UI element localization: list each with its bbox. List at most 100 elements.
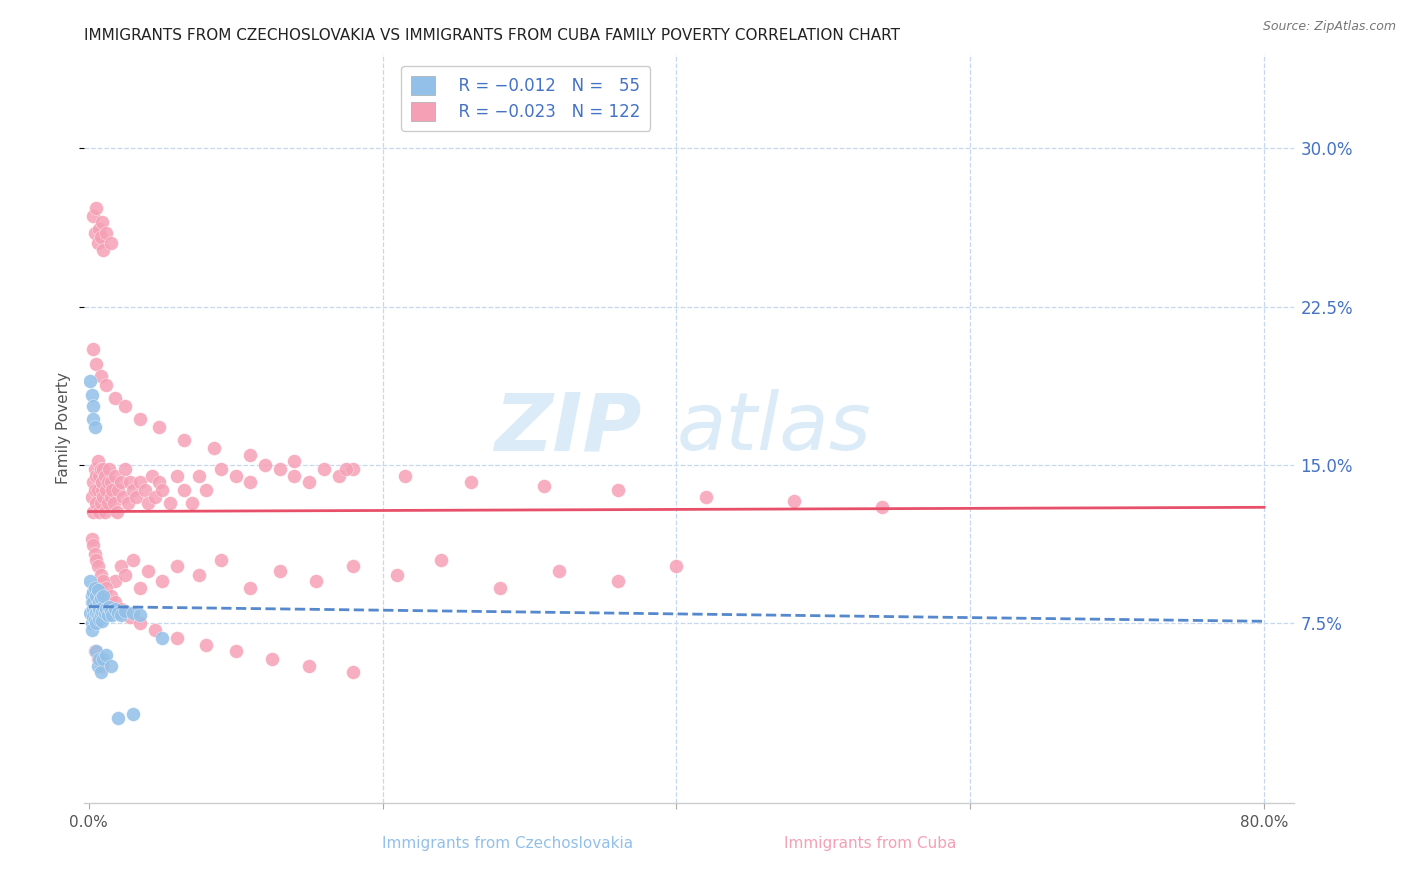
- Point: [84, 201, 107, 215]
- Point: [89, 230, 111, 244]
- Point: [79, 574, 101, 589]
- Point: [96, 226, 118, 240]
- Point: [80, 490, 103, 504]
- Point: [312, 462, 335, 476]
- Point: [89, 496, 111, 510]
- Point: [98, 462, 121, 476]
- Point: [101, 607, 124, 622]
- Point: [121, 707, 143, 722]
- Point: [83, 547, 105, 561]
- Point: [80, 616, 103, 631]
- Point: [82, 411, 104, 425]
- Point: [489, 581, 512, 595]
- Point: [96, 483, 118, 498]
- Text: atlas: atlas: [676, 389, 870, 467]
- Point: [87, 468, 110, 483]
- Point: [136, 564, 159, 578]
- Point: [148, 420, 170, 434]
- Text: Source: ZipAtlas.com: Source: ZipAtlas.com: [1263, 20, 1396, 33]
- Point: [328, 468, 350, 483]
- Point: [180, 496, 202, 510]
- Point: [430, 553, 453, 567]
- Point: [173, 483, 195, 498]
- Point: [225, 644, 247, 658]
- Point: [134, 483, 156, 498]
- Point: [93, 243, 115, 257]
- Point: [150, 574, 173, 589]
- Point: [394, 468, 416, 483]
- Point: [166, 559, 188, 574]
- Point: [86, 236, 108, 251]
- Point: [548, 564, 571, 578]
- Point: [87, 504, 110, 518]
- Point: [129, 581, 152, 595]
- Point: [82, 209, 104, 223]
- Point: [87, 612, 110, 626]
- Point: [136, 496, 159, 510]
- Point: [114, 567, 136, 582]
- Point: [195, 638, 218, 652]
- Point: [110, 601, 132, 615]
- Point: [86, 559, 108, 574]
- Point: [93, 462, 115, 476]
- Point: [83, 483, 105, 498]
- Point: [80, 589, 103, 603]
- Point: [117, 496, 139, 510]
- Point: [97, 475, 120, 489]
- Point: [89, 591, 111, 605]
- Point: [100, 475, 122, 489]
- Point: [83, 599, 105, 614]
- Point: [83, 644, 105, 658]
- Point: [103, 496, 125, 510]
- Point: [91, 215, 114, 229]
- Point: [188, 468, 211, 483]
- Point: [84, 606, 107, 620]
- Point: [114, 604, 136, 618]
- Point: [84, 553, 107, 567]
- Text: Immigrants from Czechoslovakia: Immigrants from Czechoslovakia: [382, 836, 633, 851]
- Point: [97, 496, 120, 510]
- Point: [86, 454, 108, 468]
- Point: [86, 483, 108, 498]
- Point: [86, 652, 108, 666]
- Point: [83, 612, 105, 626]
- Point: [283, 468, 305, 483]
- Y-axis label: Family Poverty: Family Poverty: [56, 372, 72, 484]
- Point: [143, 623, 166, 637]
- Point: [870, 500, 893, 515]
- Point: [87, 601, 110, 615]
- Text: IMMIGRANTS FROM CZECHOSLOVAKIA VS IMMIGRANTS FROM CUBA FAMILY POVERTY CORRELATIO: IMMIGRANTS FROM CZECHOSLOVAKIA VS IMMIGR…: [84, 28, 900, 43]
- Legend:   R = −0.012   N =   55,   R = −0.023   N = 122: R = −0.012 N = 55, R = −0.023 N = 122: [401, 66, 650, 131]
- Point: [107, 483, 129, 498]
- Point: [80, 532, 103, 546]
- Point: [129, 616, 152, 631]
- Point: [129, 475, 152, 489]
- Point: [173, 433, 195, 447]
- Point: [121, 606, 143, 620]
- Point: [141, 468, 163, 483]
- Point: [460, 475, 482, 489]
- Point: [98, 599, 121, 614]
- Point: [94, 468, 117, 483]
- Point: [110, 607, 132, 622]
- Point: [104, 391, 127, 405]
- Point: [269, 564, 291, 578]
- Point: [606, 574, 628, 589]
- Point: [82, 538, 104, 552]
- Point: [89, 567, 111, 582]
- Point: [335, 462, 357, 476]
- Point: [239, 448, 262, 462]
- Point: [114, 399, 136, 413]
- Point: [129, 411, 152, 425]
- Point: [87, 595, 110, 609]
- Point: [83, 581, 105, 595]
- Point: [150, 631, 173, 645]
- Point: [188, 567, 211, 582]
- Point: [129, 607, 152, 622]
- Point: [166, 468, 188, 483]
- Point: [91, 615, 114, 629]
- Point: [342, 665, 364, 679]
- Point: [209, 553, 232, 567]
- Point: [82, 475, 104, 489]
- Point: [101, 483, 124, 498]
